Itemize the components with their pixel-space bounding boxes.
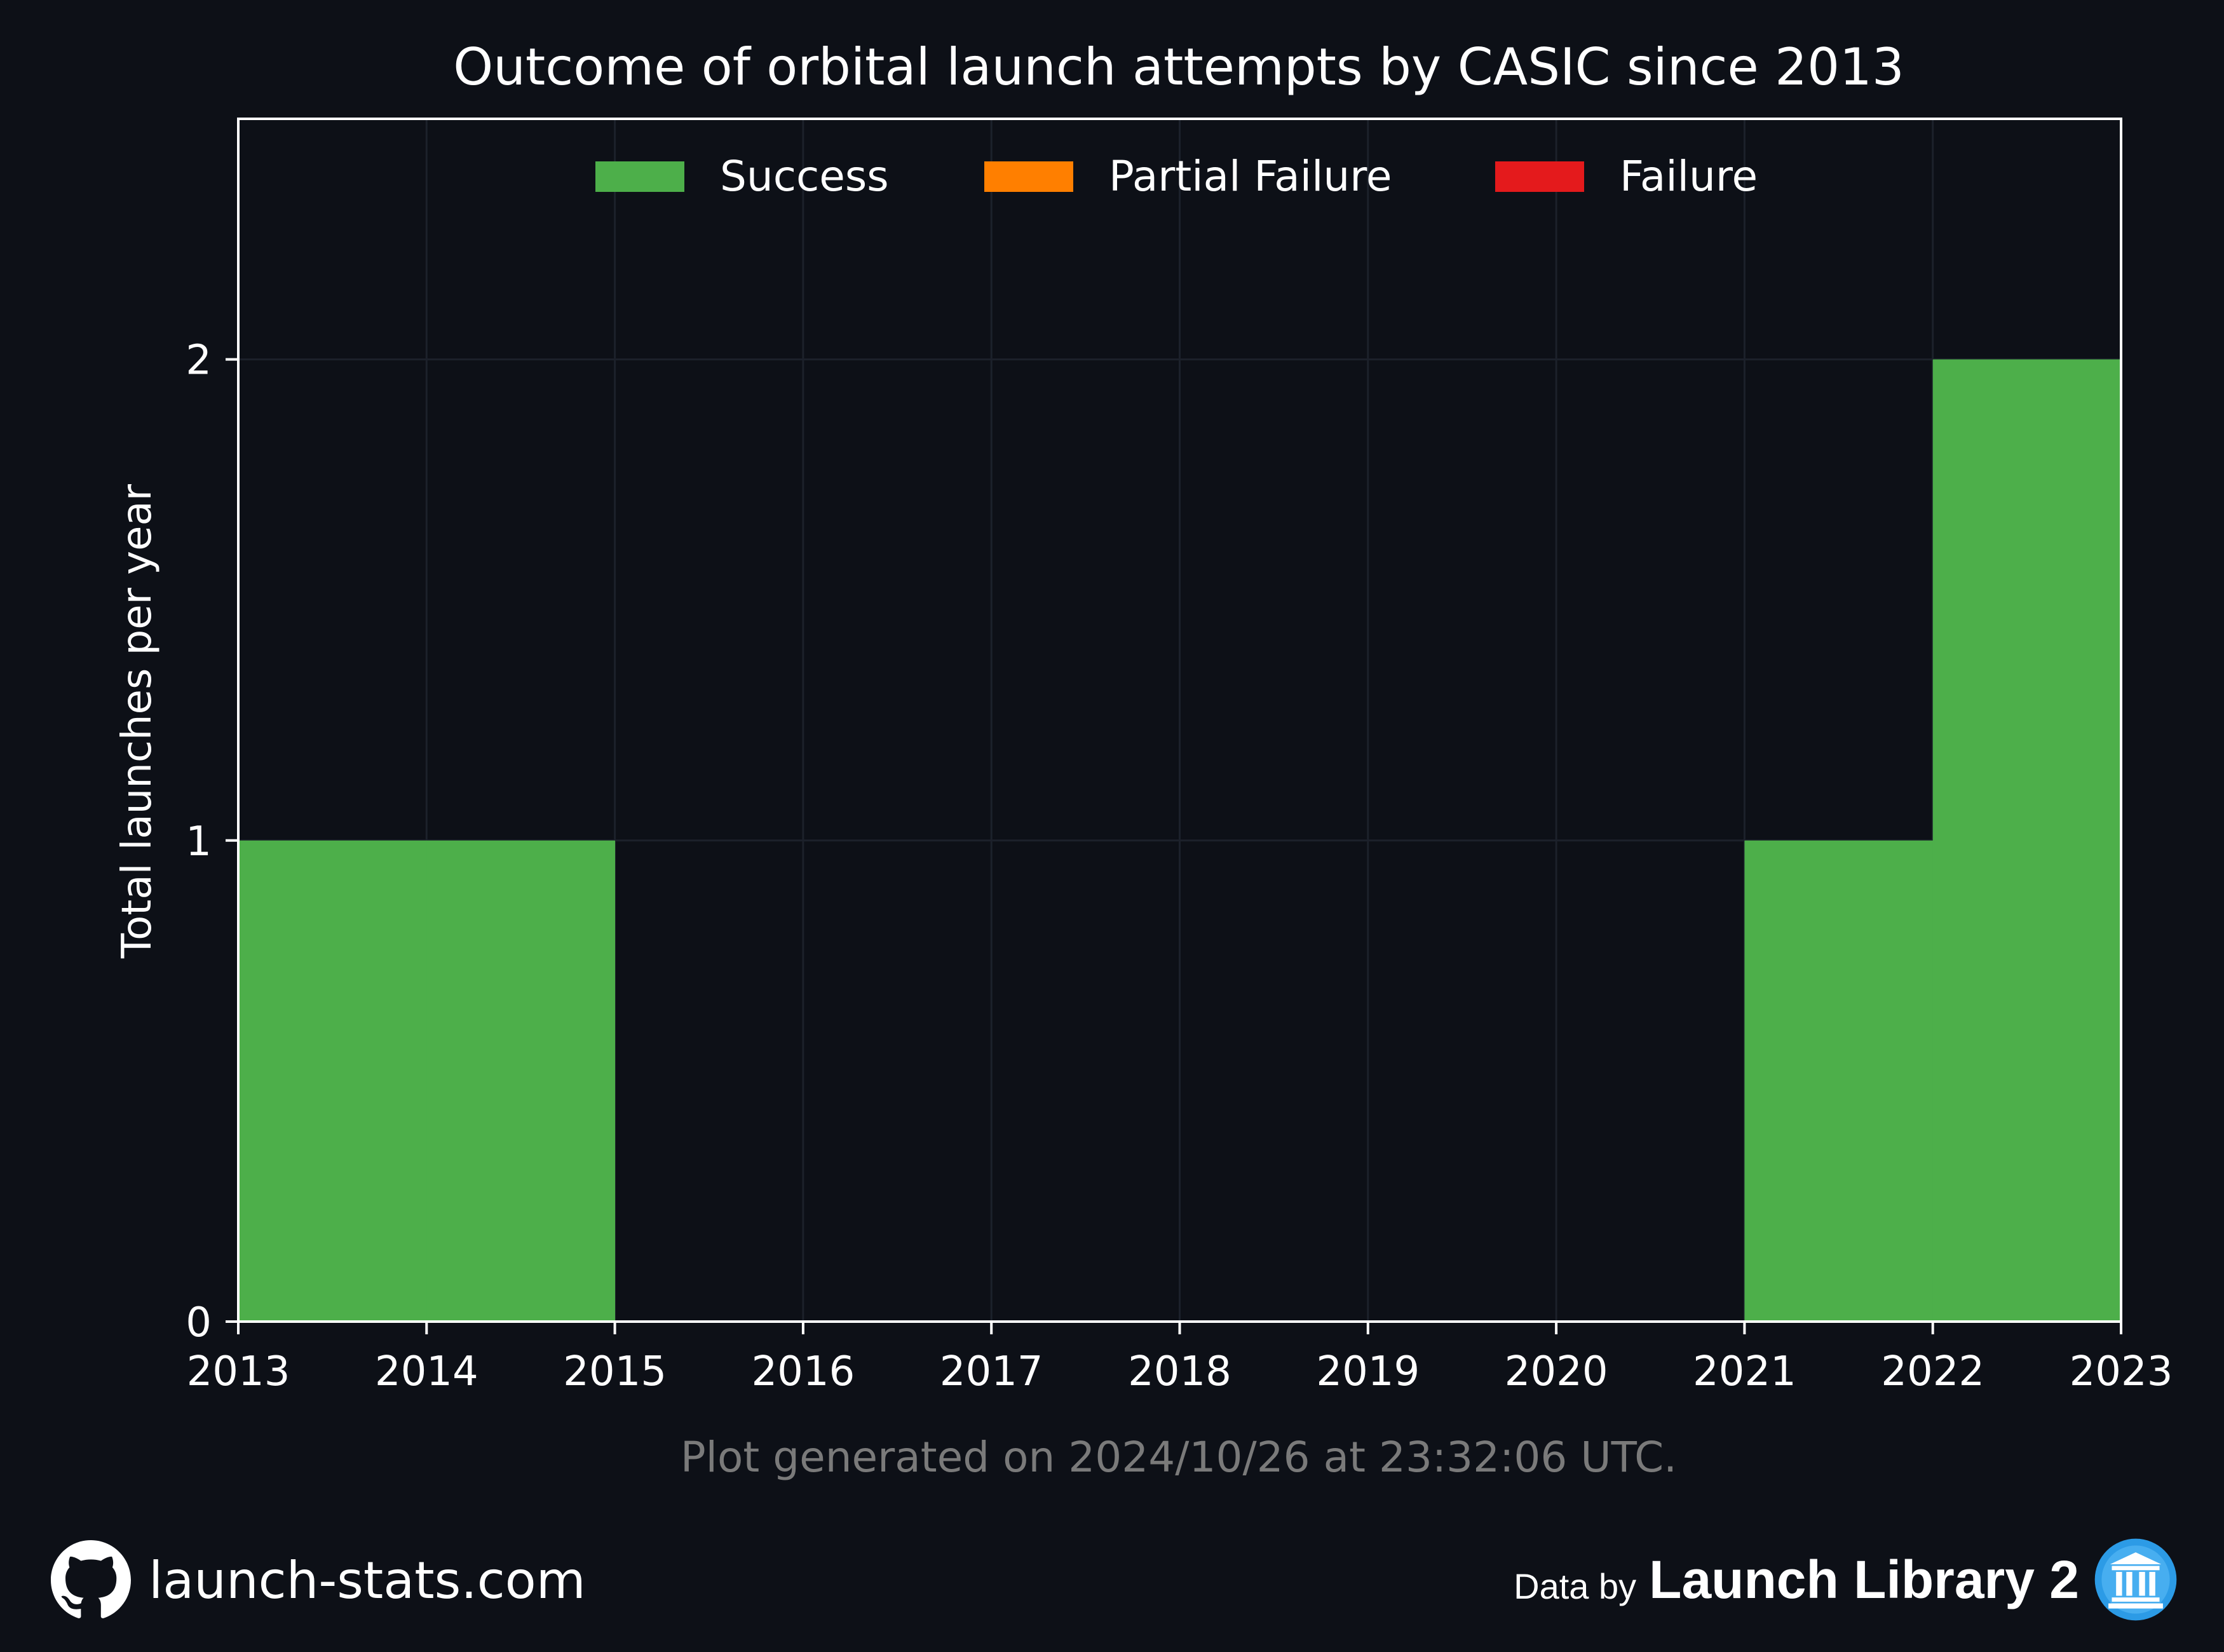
x-tick-label-2020: 2020 — [1505, 1348, 1608, 1395]
y-axis-label: Total launches per year — [114, 484, 161, 959]
plot-generated-note: Plot generated on 2024/10/26 at 23:32:06… — [681, 1433, 1677, 1482]
legend-label-partial-failure: Partial Failure — [1109, 152, 1392, 201]
x-tick-label-2023: 2023 — [2070, 1348, 2173, 1395]
x-tick-label-2018: 2018 — [1128, 1348, 1231, 1395]
x-tick-label-2017: 2017 — [940, 1348, 1043, 1395]
launch-library-icon — [2094, 1538, 2177, 1621]
bar-success-2013 — [238, 840, 427, 1322]
site-name: launch-stats.com — [149, 1550, 586, 1610]
footer-data-source[interactable]: Data by Launch Library 2 — [1514, 1535, 2178, 1624]
legend-swatch-failure — [1495, 161, 1584, 192]
legend-swatch-partial-failure — [984, 161, 1073, 192]
legend: Success Partial Failure Failure — [595, 152, 1758, 201]
legend-label-success: Success — [720, 152, 889, 201]
footer-site-brand[interactable]: launch-stats.com — [51, 1540, 586, 1620]
legend-swatch-success — [595, 161, 684, 192]
x-tick-label-2013: 2013 — [187, 1348, 290, 1395]
x-tick-label-2021: 2021 — [1693, 1348, 1796, 1395]
legend-label-failure: Failure — [1620, 152, 1758, 201]
x-tick-label-2014: 2014 — [375, 1348, 478, 1395]
x-tick-label-2019: 2019 — [1316, 1348, 1420, 1395]
y-tick-label-0: 0 — [186, 1299, 212, 1346]
bar-success-2014 — [426, 840, 616, 1322]
bar-success-2022 — [1932, 359, 2122, 1322]
chart-title: Outcome of orbital launch attempts by CA… — [453, 37, 1904, 97]
data-source-name: Launch Library 2 — [1649, 1549, 2079, 1609]
axis-ticks: 2013 2014 2015 2016 2017 2018 2019 2020 2021 2022… — [186, 337, 2173, 1395]
data-by-label: Data by — [1514, 1566, 1637, 1606]
bars — [238, 359, 2122, 1322]
x-tick-label-2022: 2022 — [1881, 1348, 1984, 1395]
x-tick-label-2016: 2016 — [751, 1348, 855, 1395]
github-icon — [51, 1540, 131, 1618]
x-tick-label-2015: 2015 — [563, 1348, 667, 1395]
bar-success-2021 — [1744, 840, 1934, 1322]
y-tick-label-2: 2 — [186, 337, 212, 384]
y-tick-label-1: 1 — [186, 818, 212, 865]
